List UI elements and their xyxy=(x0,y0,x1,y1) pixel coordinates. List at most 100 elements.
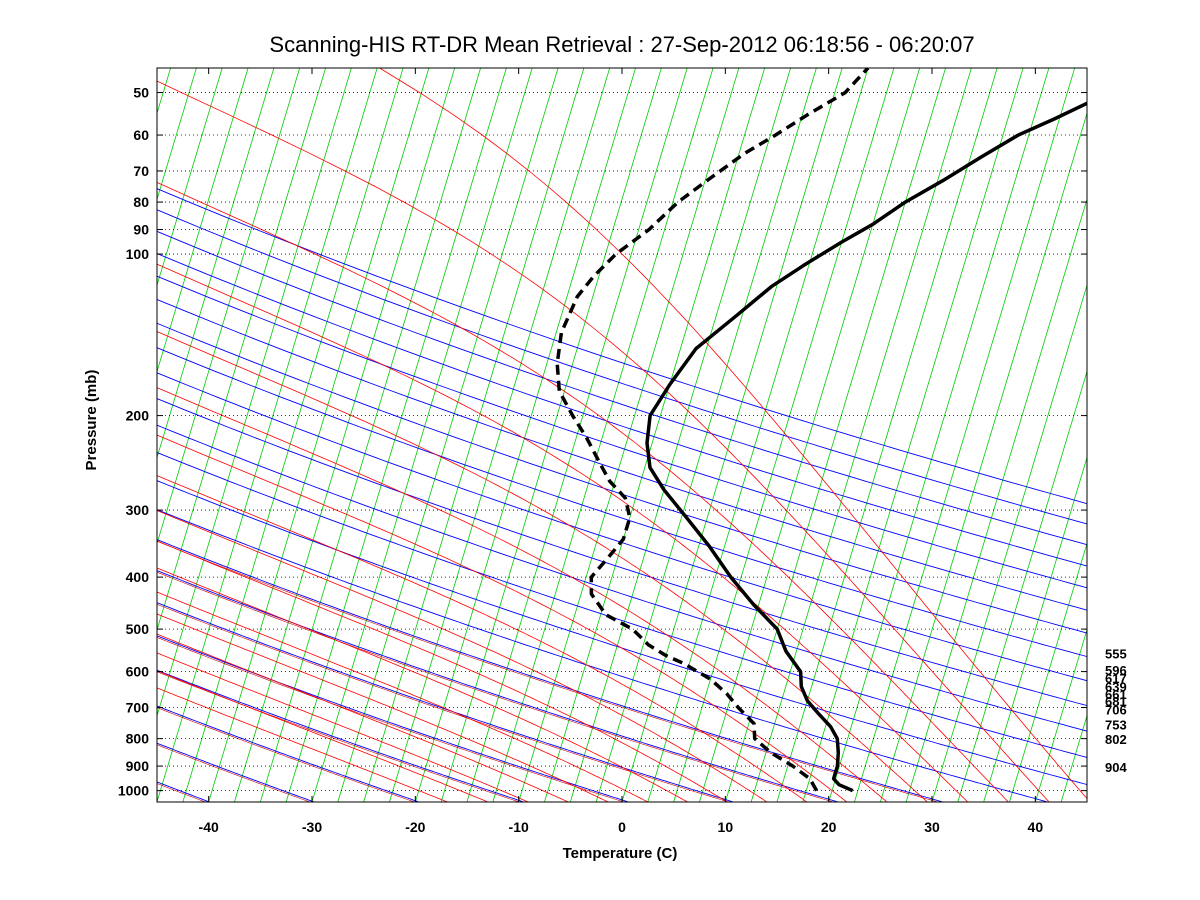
isotherm-line xyxy=(0,41,153,813)
isotherm-line xyxy=(259,68,481,802)
isotherm-line xyxy=(569,68,791,802)
x-tick-label: 30 xyxy=(924,819,940,835)
right-level-label: 661 xyxy=(1105,687,1127,702)
x-tick-label: -40 xyxy=(199,819,219,835)
dry-adiabat-companion-line xyxy=(157,603,730,802)
isotherm-line xyxy=(802,68,1024,802)
temperature-profile-line xyxy=(645,101,1087,793)
x-tick-label: 10 xyxy=(718,819,734,835)
isotherm-line xyxy=(647,68,869,802)
y-tick-label: 80 xyxy=(133,194,149,210)
isotherm-line xyxy=(983,456,1087,802)
right-level-label: 596 xyxy=(1105,663,1127,678)
right-level-label: 753 xyxy=(1105,718,1127,733)
y-tick-label: 50 xyxy=(133,85,149,101)
isotherm-line xyxy=(1086,800,1087,802)
dry-adiabat-line xyxy=(157,705,421,802)
dry-adiabat-line xyxy=(157,322,1087,634)
isotherm-line xyxy=(157,68,249,373)
y-tick-label: 1000 xyxy=(118,783,149,799)
isotherm-line xyxy=(337,68,559,802)
dry-adiabat-line xyxy=(157,230,1087,546)
y-tick-label: 60 xyxy=(133,127,149,143)
dry-adiabat-line xyxy=(157,452,1087,758)
isotherm-line xyxy=(1135,41,1200,813)
isotherm-line xyxy=(931,283,1087,802)
moist-adiabat-line xyxy=(157,331,928,802)
y-tick-label: 100 xyxy=(126,246,150,262)
dry-adiabat-line xyxy=(157,298,1087,611)
isotherm-line xyxy=(157,68,352,718)
x-tick-label: -20 xyxy=(405,819,425,835)
dry-adiabat-companion-line xyxy=(0,42,131,814)
right-level-label: 706 xyxy=(1105,703,1127,718)
dry-adiabat-companion-line xyxy=(157,540,939,802)
y-axis-label: Pressure (mb) xyxy=(83,370,100,471)
right-level-label: 802 xyxy=(1105,732,1127,747)
isotherm-line xyxy=(157,68,197,201)
isotherm-line xyxy=(492,68,714,802)
dry-adiabat-companion-line xyxy=(157,707,416,802)
dry-adiabat-line xyxy=(157,480,1087,786)
dry-adiabat-line xyxy=(157,188,1087,505)
dewpoint-profile-line xyxy=(555,68,870,792)
moist-adiabat-line xyxy=(157,652,530,802)
isotherm-line xyxy=(1060,714,1087,802)
moist-adiabat-line xyxy=(157,567,689,802)
isotherm-line xyxy=(0,41,75,813)
isotherm-line xyxy=(157,68,223,287)
dry-adiabat-line xyxy=(157,539,945,802)
dry-adiabat-line xyxy=(0,41,132,813)
moist-adiabat-line xyxy=(157,434,848,802)
right-level-label: 555 xyxy=(1105,646,1127,661)
isotherm-line xyxy=(828,68,1050,802)
x-tick-label: -10 xyxy=(509,819,529,835)
moist-adiabat-line xyxy=(157,263,969,802)
profiles xyxy=(555,68,1087,793)
isotherm-line xyxy=(957,370,1087,802)
isotherm-line xyxy=(0,41,50,813)
dry-adiabat-line xyxy=(157,635,631,802)
isotherm-line xyxy=(905,197,1087,802)
y-tick-label: 300 xyxy=(126,502,150,518)
dry-adiabat-line xyxy=(157,742,316,802)
moist-adiabat-line xyxy=(157,80,1050,802)
x-tick-label: 0 xyxy=(618,819,626,835)
isotherm-line xyxy=(208,68,430,802)
isotherm-line xyxy=(1187,41,1200,813)
moist-adiabat-line xyxy=(157,540,729,802)
moist-adiabat-line xyxy=(157,591,649,802)
x-tick-label: 40 xyxy=(1028,819,1044,835)
x-tick-label: -30 xyxy=(302,819,322,835)
isotherm-line xyxy=(414,68,636,802)
isotherm-line xyxy=(673,68,895,802)
dry-adiabat-line xyxy=(157,570,840,802)
right-level-label: 904 xyxy=(1105,760,1127,775)
dry-adiabat-line xyxy=(157,372,1087,682)
isotherm-line xyxy=(879,111,1087,802)
isotherm-line xyxy=(440,68,662,802)
dry-adiabat-companion-line xyxy=(157,571,835,802)
dry-adiabat-line xyxy=(157,669,526,802)
dry-adiabat-companion-line xyxy=(157,671,521,802)
moist-adiabat-line xyxy=(157,687,449,802)
isotherm-line xyxy=(724,68,946,802)
isotherm-line xyxy=(750,68,972,802)
moist-adiabat-line xyxy=(378,68,1087,800)
pressure-grid xyxy=(157,92,1087,792)
moist-adiabat-line xyxy=(157,475,808,802)
dry-adiabat-line xyxy=(157,209,1087,525)
moist-adiabat-line xyxy=(157,387,888,802)
isotherm-line xyxy=(544,68,766,802)
isotherm-line xyxy=(285,68,507,802)
y-tick-label: 200 xyxy=(126,408,150,424)
dry-adiabat-line xyxy=(157,424,1087,732)
background-lines xyxy=(0,41,1200,814)
y-tick-label: 70 xyxy=(133,163,149,179)
isotherm-line xyxy=(234,68,456,802)
dry-adiabat-line xyxy=(157,275,1087,589)
isotherm-line xyxy=(157,68,326,632)
dry-adiabat-companion-line xyxy=(0,42,25,814)
